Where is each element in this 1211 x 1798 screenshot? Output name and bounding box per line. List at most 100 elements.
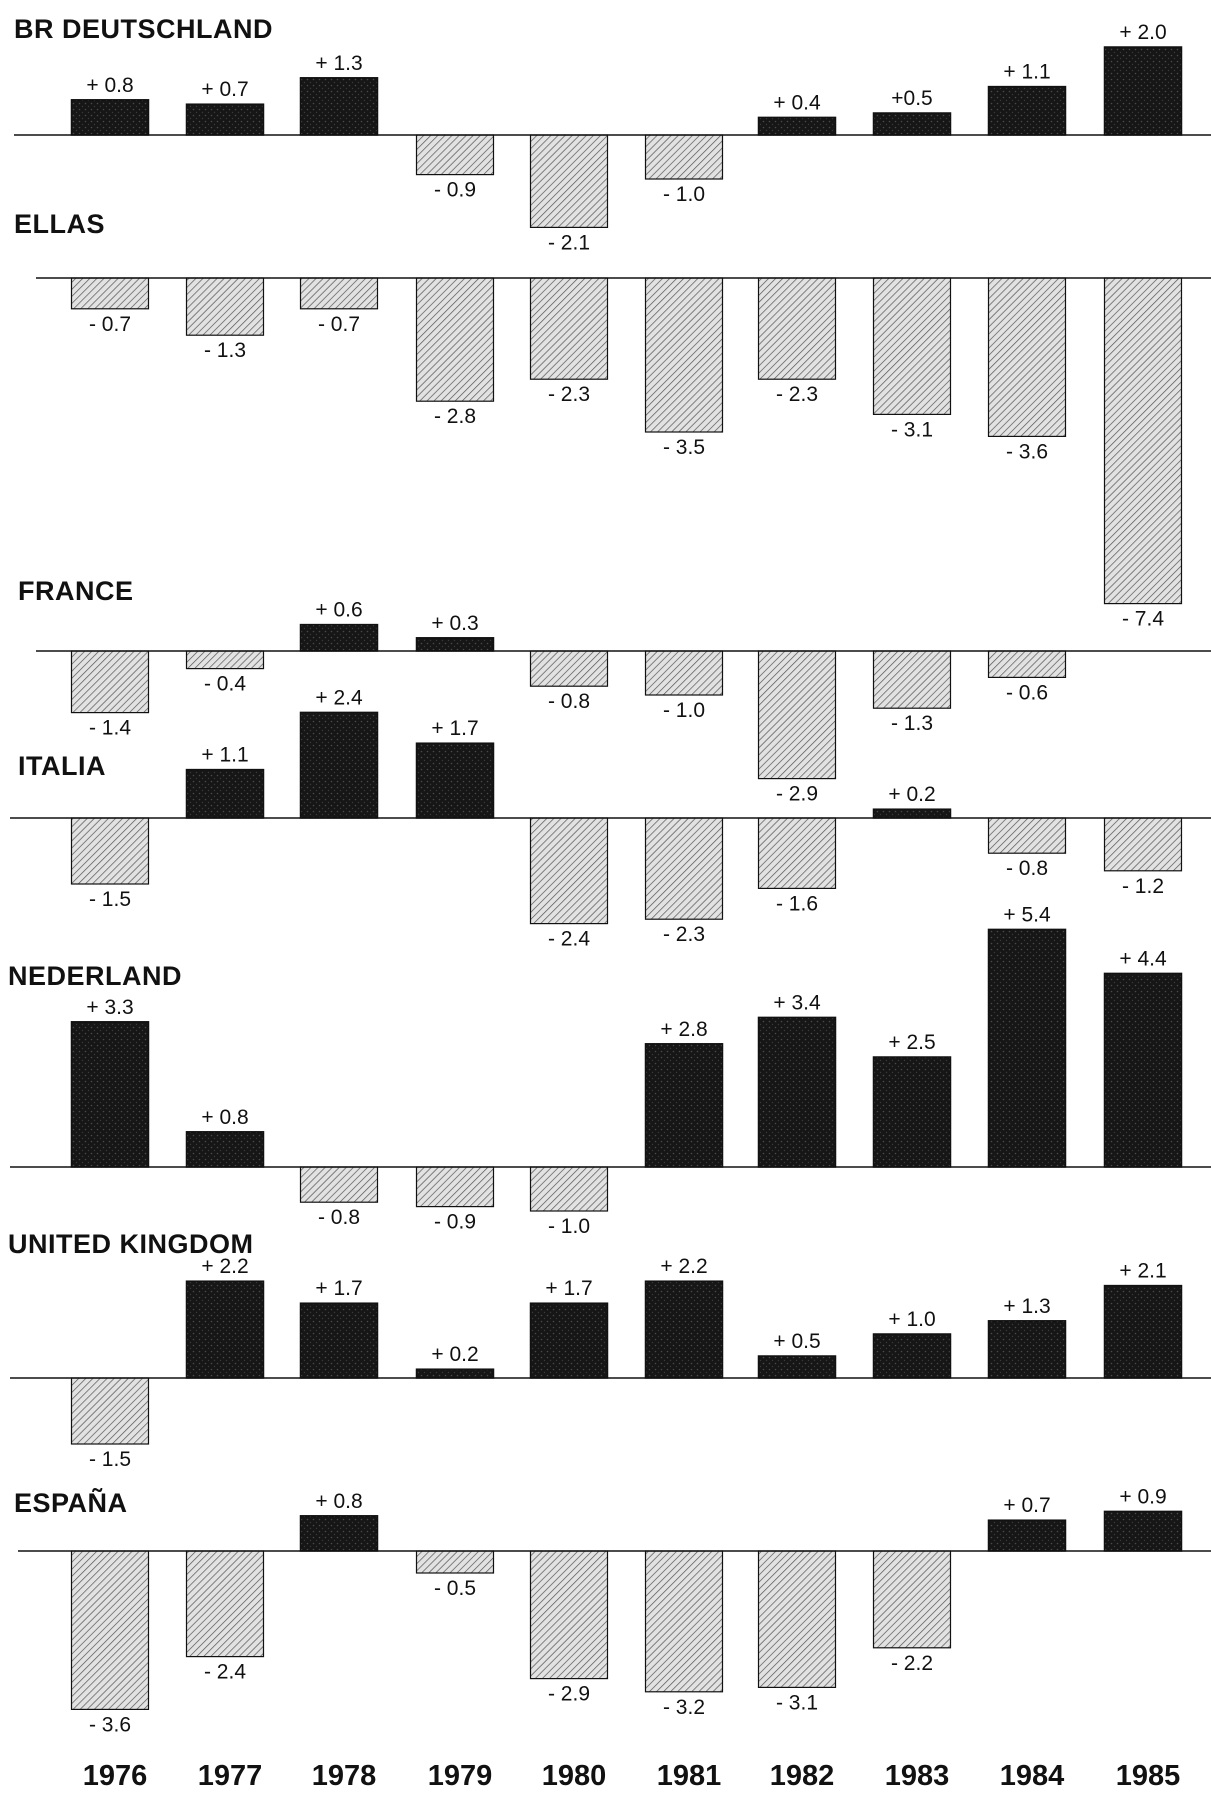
data-label: + 1.7 [545, 1277, 592, 1300]
bar [757, 277, 837, 380]
bar [70, 99, 150, 136]
bar [644, 1043, 724, 1168]
data-label: - 3.6 [89, 1713, 131, 1736]
data-label: - 0.7 [89, 313, 131, 336]
year-tick-label: 1982 [770, 1760, 835, 1792]
data-label: - 2.3 [548, 383, 590, 406]
bar [757, 1016, 837, 1168]
data-label: - 0.4 [204, 673, 246, 696]
year-tick-label: 1984 [1000, 1760, 1065, 1792]
bar [299, 711, 379, 819]
data-label: - 1.0 [663, 183, 705, 206]
bar [70, 277, 150, 310]
bar [1103, 817, 1183, 872]
data-label: + 0.9 [1119, 1485, 1166, 1508]
bar [644, 277, 724, 433]
data-label: + 1.1 [201, 744, 248, 767]
data-label: + 0.7 [201, 78, 248, 101]
data-label: + 2.5 [888, 1031, 935, 1054]
bar [185, 1280, 265, 1379]
data-label: - 3.6 [1006, 440, 1048, 463]
data-label: + 0.2 [431, 1343, 478, 1366]
data-label: - 3.1 [776, 1691, 818, 1714]
bar [872, 650, 952, 709]
bar [757, 650, 837, 780]
bar [644, 817, 724, 920]
bar [185, 650, 265, 670]
data-label: - 7.4 [1122, 608, 1164, 631]
data-label: - 1.4 [89, 717, 131, 740]
data-label: + 3.4 [773, 991, 821, 1014]
country-panel: ELLAS - 0.7 - 1.3 - 0.7 - 2.8 - 2.3 - 3.5 - 2.3… [14, 209, 1211, 631]
data-label: - 2.3 [776, 383, 818, 406]
data-label: - 2.4 [548, 928, 590, 951]
data-label: + 1.0 [888, 1308, 935, 1331]
data-label: - 3.5 [663, 436, 705, 459]
data-label: + 0.5 [773, 1330, 820, 1353]
data-label: - 0.6 [1006, 681, 1048, 704]
data-label: + 2.2 [660, 1255, 707, 1278]
data-label: - 0.8 [1006, 857, 1048, 880]
bar [529, 817, 609, 925]
year-tick-label: 1977 [198, 1760, 263, 1792]
bar [70, 1550, 150, 1710]
bar [872, 1333, 952, 1379]
bar [299, 1515, 379, 1552]
bar [987, 650, 1067, 678]
year-tick-label: 1978 [312, 1760, 377, 1792]
data-label: - 0.5 [434, 1577, 476, 1600]
bar [299, 277, 379, 310]
bar [529, 650, 609, 687]
data-label: + 1.3 [1003, 1295, 1050, 1318]
data-label: + 0.7 [1003, 1494, 1050, 1517]
bar [185, 1131, 265, 1168]
panel-title: FRANCE [18, 576, 134, 606]
year-tick-label: 1985 [1116, 1760, 1181, 1792]
bar [1103, 1510, 1183, 1552]
year-axis: 1976 1977 1978 1979 1980 1981 1982 1983 1984 1985 [83, 1760, 1181, 1792]
bar [529, 1166, 609, 1212]
data-label: - 2.8 [434, 405, 476, 428]
data-label: + 2.2 [201, 1255, 248, 1278]
bar [987, 928, 1067, 1168]
data-label: + 0.6 [315, 599, 362, 622]
data-label: - 1.5 [89, 888, 131, 911]
bar [872, 277, 952, 415]
country-panel: ESPAÑA - 3.6 - 2.4 + 0.8 - 0.5 - 2.9 - 3.2 - 3.… [14, 1485, 1211, 1736]
bar [1103, 1284, 1183, 1379]
data-label: +0.5 [891, 87, 932, 110]
year-tick-label: 1976 [83, 1760, 148, 1792]
data-label: - 0.8 [548, 690, 590, 713]
bar [70, 1021, 150, 1168]
data-label: - 2.1 [548, 231, 590, 254]
panel-title: ESPAÑA [14, 1487, 128, 1518]
data-label: + 0.4 [773, 91, 821, 114]
bar [644, 1550, 724, 1693]
bar [415, 134, 495, 176]
bar [70, 650, 150, 714]
data-label: - 0.9 [434, 1211, 476, 1234]
bar [529, 134, 609, 229]
data-label: - 2.2 [891, 1652, 933, 1675]
panel-title: ITALIA [18, 751, 106, 781]
country-panel: ITALIA - 1.5 + 1.1 + 2.4 + 1.7 - 2.4 - 2.3 - 1.… [10, 686, 1211, 951]
bar [299, 1166, 379, 1203]
bar [299, 623, 379, 652]
data-label: - 2.9 [548, 1683, 590, 1706]
bar [1103, 277, 1183, 605]
bar [299, 1302, 379, 1379]
data-label: - 1.0 [663, 699, 705, 722]
year-tick-label: 1983 [885, 1760, 950, 1792]
bar [1103, 46, 1183, 136]
data-label: + 4.4 [1119, 947, 1167, 970]
data-label: + 2.8 [660, 1018, 707, 1041]
bar [644, 1280, 724, 1379]
data-label: - 1.0 [548, 1215, 590, 1238]
bar [185, 1550, 265, 1658]
data-label: + 0.2 [888, 783, 935, 806]
panel-title: ELLAS [14, 209, 105, 239]
data-label: - 2.9 [776, 783, 818, 806]
data-label: - 1.2 [1122, 875, 1164, 898]
bar [987, 85, 1067, 136]
